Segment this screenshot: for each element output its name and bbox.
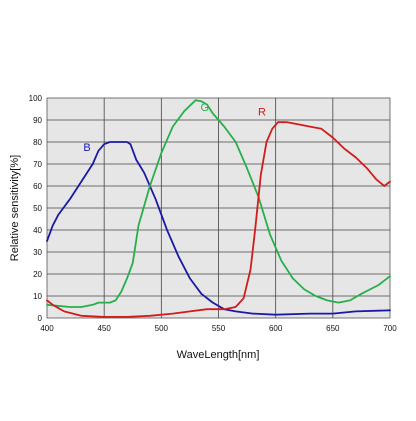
- y-axis-label: Relative sensitivity[%]: [9, 155, 21, 261]
- y-tick-label: 70: [33, 160, 42, 169]
- grid: [47, 98, 390, 318]
- y-tick-label: 60: [33, 182, 42, 191]
- x-tick-label: 650: [326, 324, 340, 333]
- y-tick-label: 50: [33, 204, 42, 213]
- series-label-b: B: [83, 142, 90, 154]
- y-tick-label: 90: [33, 116, 42, 125]
- series-label-g: G: [200, 102, 209, 114]
- series-group: [46, 99, 391, 318]
- x-tick-label: 450: [97, 324, 111, 333]
- x-tick-label: 700: [383, 324, 397, 333]
- series-line-r: [46, 121, 391, 318]
- y-tick-label: 0: [38, 314, 43, 323]
- x-tick-label: 550: [212, 324, 226, 333]
- y-tick-label: 10: [33, 292, 42, 301]
- x-tick-label: 400: [40, 324, 54, 333]
- y-tick-label: 40: [33, 226, 42, 235]
- series-line-g: [46, 99, 391, 308]
- y-tick-label: 20: [33, 270, 42, 279]
- tick-labels: 400 450 500 550 600 650 700 0 10 20 30 40 50 60 70 80 90…: [29, 94, 398, 333]
- y-tick-label: 30: [33, 248, 42, 257]
- x-tick-label: 600: [269, 324, 283, 333]
- x-axis-label: WaveLength[nm]: [177, 349, 260, 361]
- y-tick-label: 80: [33, 138, 42, 147]
- x-tick-label: 500: [155, 324, 169, 333]
- series-labels: B G R: [83, 102, 266, 154]
- y-tick-label: 100: [29, 94, 43, 103]
- series-label-r: R: [258, 107, 266, 119]
